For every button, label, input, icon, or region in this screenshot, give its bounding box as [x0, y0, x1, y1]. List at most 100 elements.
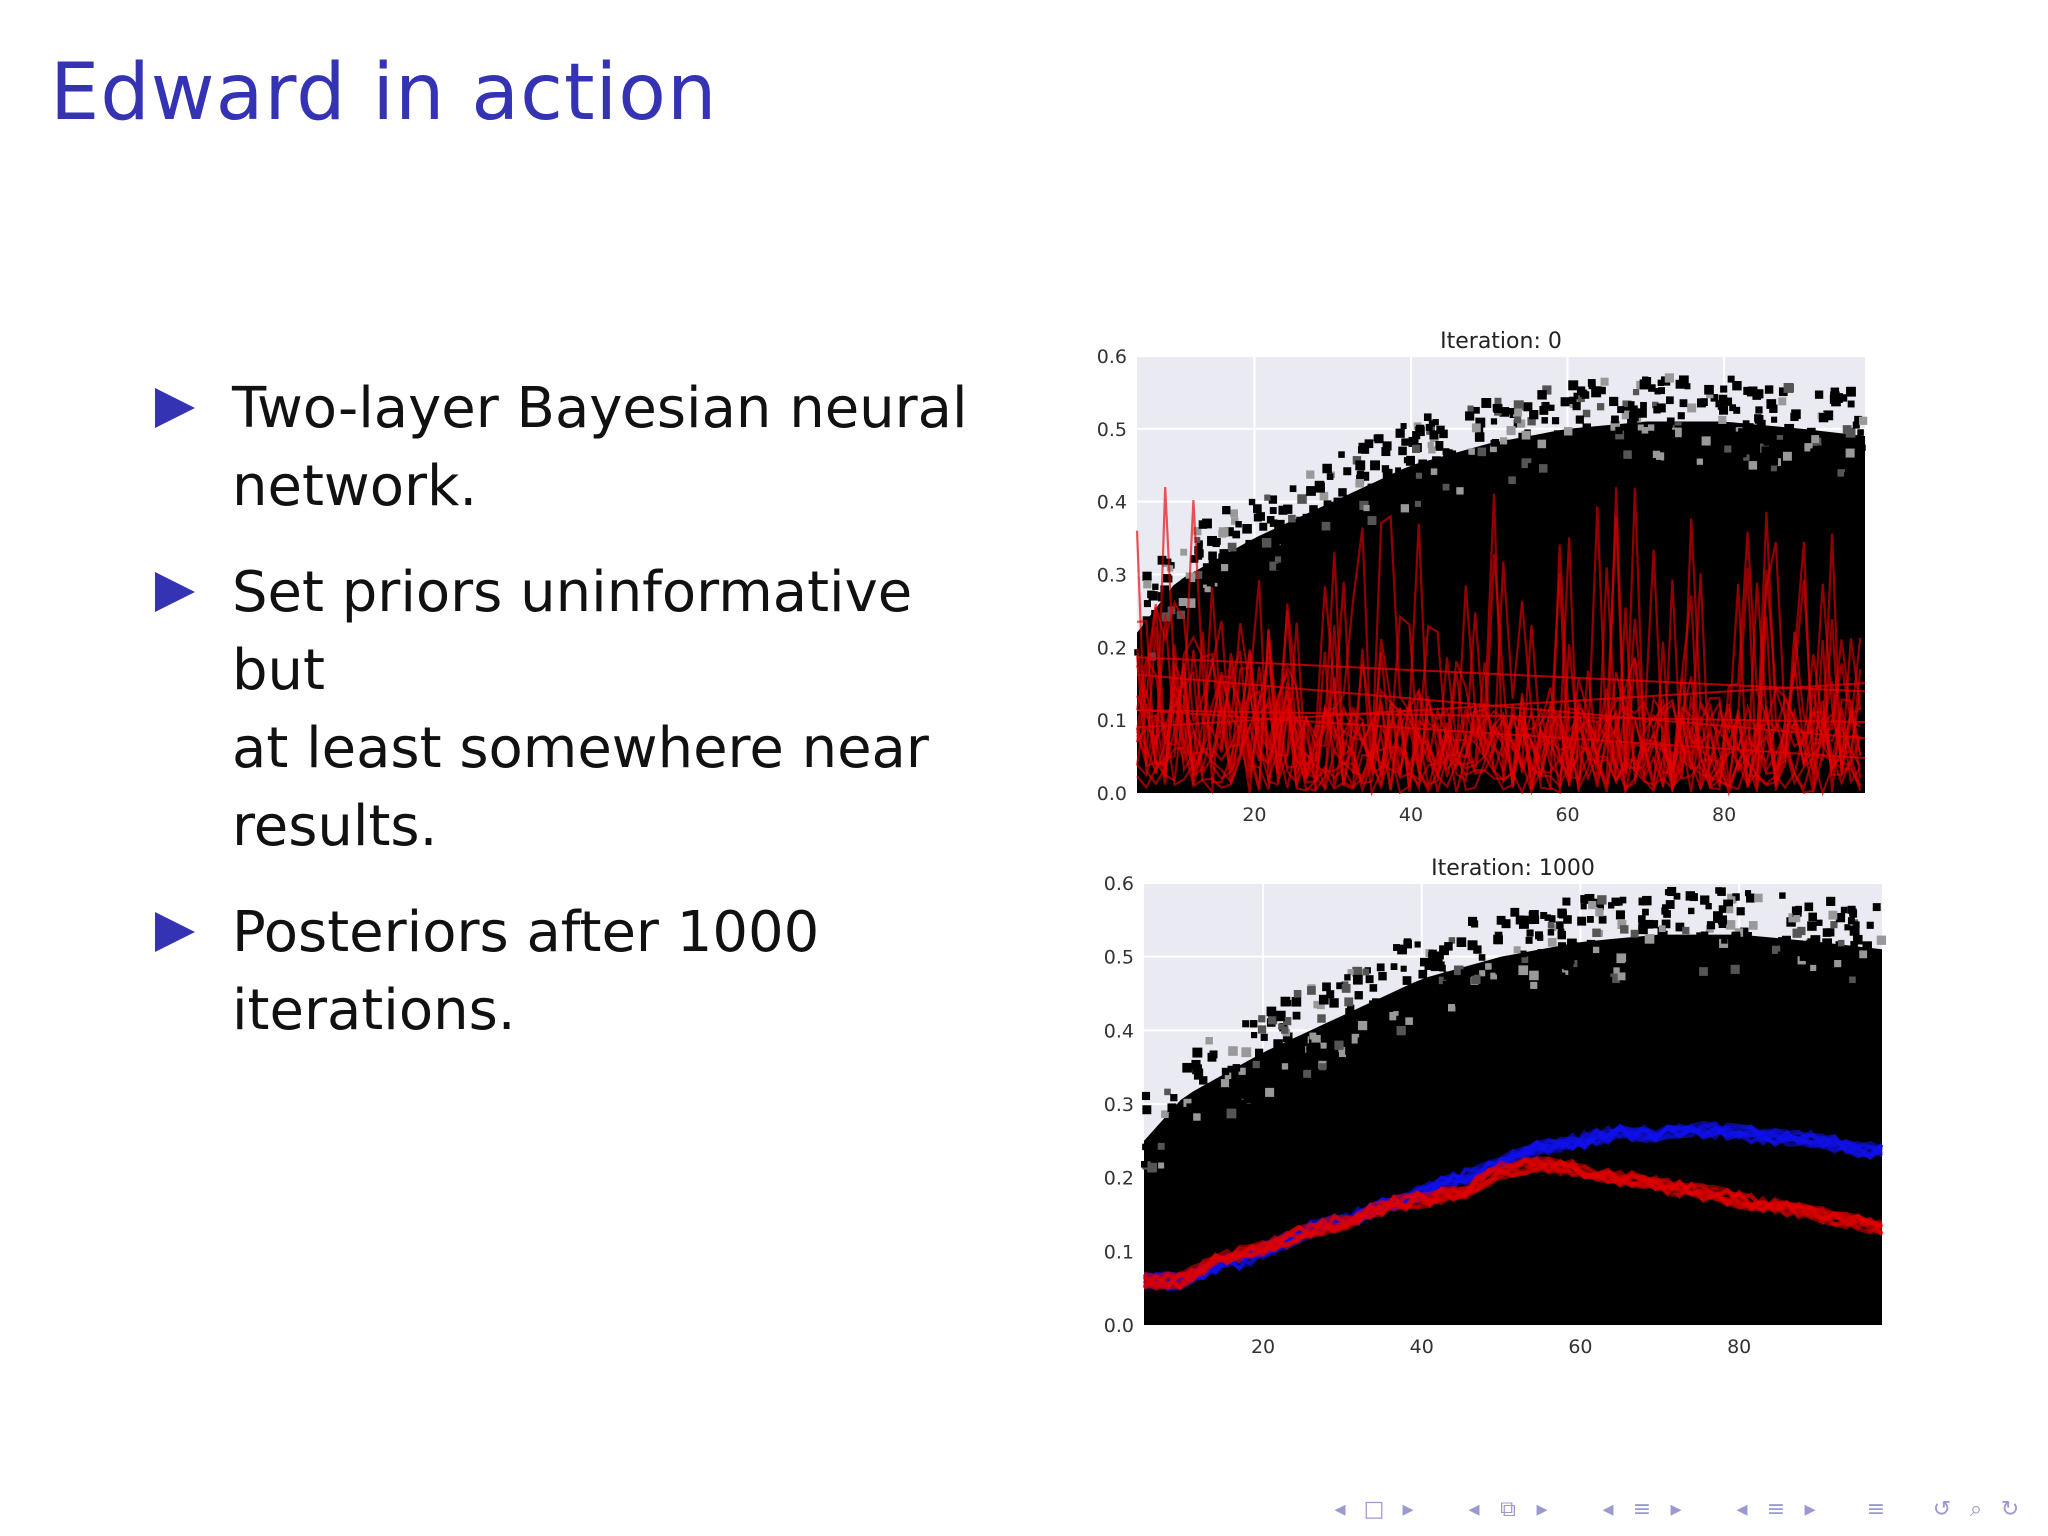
data-point	[1156, 1128, 1163, 1136]
data-point	[1859, 444, 1866, 451]
data-point	[1508, 407, 1515, 415]
data-point	[1766, 962, 1774, 970]
data-point	[1494, 931, 1503, 940]
data-point	[1357, 446, 1366, 454]
data-point	[1458, 468, 1467, 477]
x-tick-label: 80	[1712, 804, 1736, 826]
nav-control-icon[interactable]: □	[1363, 1497, 1385, 1522]
data-point	[1700, 398, 1708, 406]
data-point	[1704, 384, 1714, 395]
data-point	[1537, 390, 1547, 400]
data-point	[1793, 915, 1801, 923]
data-point	[1240, 1100, 1247, 1107]
data-point	[1338, 488, 1347, 497]
nav-control-icon[interactable]: ≡	[1632, 1497, 1652, 1522]
data-point	[1341, 526, 1349, 534]
data-point	[1474, 432, 1485, 442]
data-point	[1265, 1087, 1275, 1097]
y-tick-label: 0.2	[1097, 637, 1127, 659]
data-point	[1750, 937, 1761, 948]
nav-control-icon[interactable]: ▸	[1402, 1497, 1414, 1522]
nav-control-icon[interactable]: ≡	[1766, 1497, 1786, 1522]
data-point	[1705, 902, 1712, 910]
nav-control-icon[interactable]: ≡	[1866, 1497, 1886, 1522]
data-point	[1229, 1083, 1239, 1093]
nav-control-icon[interactable]: ↻	[2000, 1497, 2020, 1522]
data-point	[1419, 484, 1427, 493]
data-point	[1435, 961, 1445, 971]
data-point	[1405, 1017, 1413, 1025]
data-point	[1248, 498, 1256, 506]
nav-control-icon[interactable]: ⌕	[1969, 1497, 1983, 1522]
data-point	[1264, 494, 1271, 501]
data-point	[1571, 963, 1582, 974]
data-point	[1428, 420, 1436, 427]
posterior-draw-line	[1136, 663, 1862, 794]
data-point	[1429, 982, 1438, 991]
data-point	[1527, 463, 1538, 473]
data-point	[1374, 483, 1383, 492]
data-point	[1753, 447, 1760, 455]
data-point	[1733, 406, 1741, 414]
bullet-item: Set priors uninformative but at least so…	[155, 554, 1015, 866]
data-point	[1537, 949, 1548, 959]
nav-control-icon[interactable]: ◂	[1334, 1497, 1346, 1522]
data-point	[1663, 910, 1671, 918]
data-point	[1730, 431, 1740, 440]
triangle-bullet-icon	[155, 572, 195, 612]
nav-control-icon[interactable]: ◂	[1602, 1497, 1614, 1522]
data-point	[1297, 1039, 1306, 1047]
data-point	[1688, 907, 1695, 915]
data-point	[1344, 1040, 1352, 1047]
nav-control-icon[interactable]: ◂	[1736, 1497, 1748, 1522]
data-point	[1309, 505, 1318, 514]
data-point	[1361, 522, 1371, 532]
data-point	[1544, 914, 1551, 921]
data-point	[1854, 415, 1863, 424]
data-point	[1662, 972, 1671, 981]
data-point	[1637, 424, 1644, 431]
data-point	[1819, 412, 1829, 423]
data-point	[1672, 427, 1682, 438]
data-point	[1769, 404, 1778, 413]
data-point	[1356, 474, 1365, 483]
data-point	[1140, 1161, 1148, 1168]
data-point	[1788, 913, 1798, 923]
nav-control-icon[interactable]: ▸	[1804, 1497, 1816, 1522]
nav-control-icon[interactable]: ⧉	[1500, 1497, 1516, 1522]
data-point	[1243, 1093, 1253, 1103]
data-point	[1711, 941, 1720, 950]
data-point	[1259, 522, 1268, 531]
data-point	[1679, 399, 1688, 408]
data-point	[1182, 1062, 1192, 1073]
data-point	[1289, 485, 1297, 493]
data-point	[1489, 445, 1497, 453]
data-point	[1804, 902, 1814, 912]
trend-draw-line	[1136, 656, 1866, 693]
data-point	[1355, 460, 1366, 471]
data-point	[1432, 419, 1439, 426]
nav-control-icon[interactable]: ▸	[1670, 1497, 1682, 1522]
data-point	[1316, 1030, 1324, 1038]
data-point	[1854, 460, 1863, 468]
data-point	[1779, 892, 1786, 899]
data-point	[1599, 960, 1607, 968]
data-point	[1207, 1052, 1217, 1062]
trend-draw-line	[1136, 682, 1866, 729]
data-point	[1653, 934, 1661, 942]
data-point	[1281, 1026, 1289, 1034]
nav-control-icon[interactable]: ◂	[1468, 1497, 1480, 1522]
data-point	[1613, 967, 1620, 974]
data-point	[1492, 403, 1501, 412]
nav-control-icon[interactable]: ↺	[1932, 1497, 1952, 1522]
y-tick-label: 0.1	[1104, 1241, 1134, 1263]
x-tick-label: 20	[1251, 1336, 1275, 1358]
data-point	[1578, 395, 1585, 403]
bullet-line: iterations.	[232, 978, 516, 1043]
data-point	[1351, 1033, 1362, 1044]
data-point	[1819, 454, 1829, 463]
data-point	[1654, 433, 1665, 443]
data-point	[1297, 494, 1307, 504]
data-point	[1547, 929, 1555, 936]
nav-control-icon[interactable]: ▸	[1536, 1497, 1548, 1522]
